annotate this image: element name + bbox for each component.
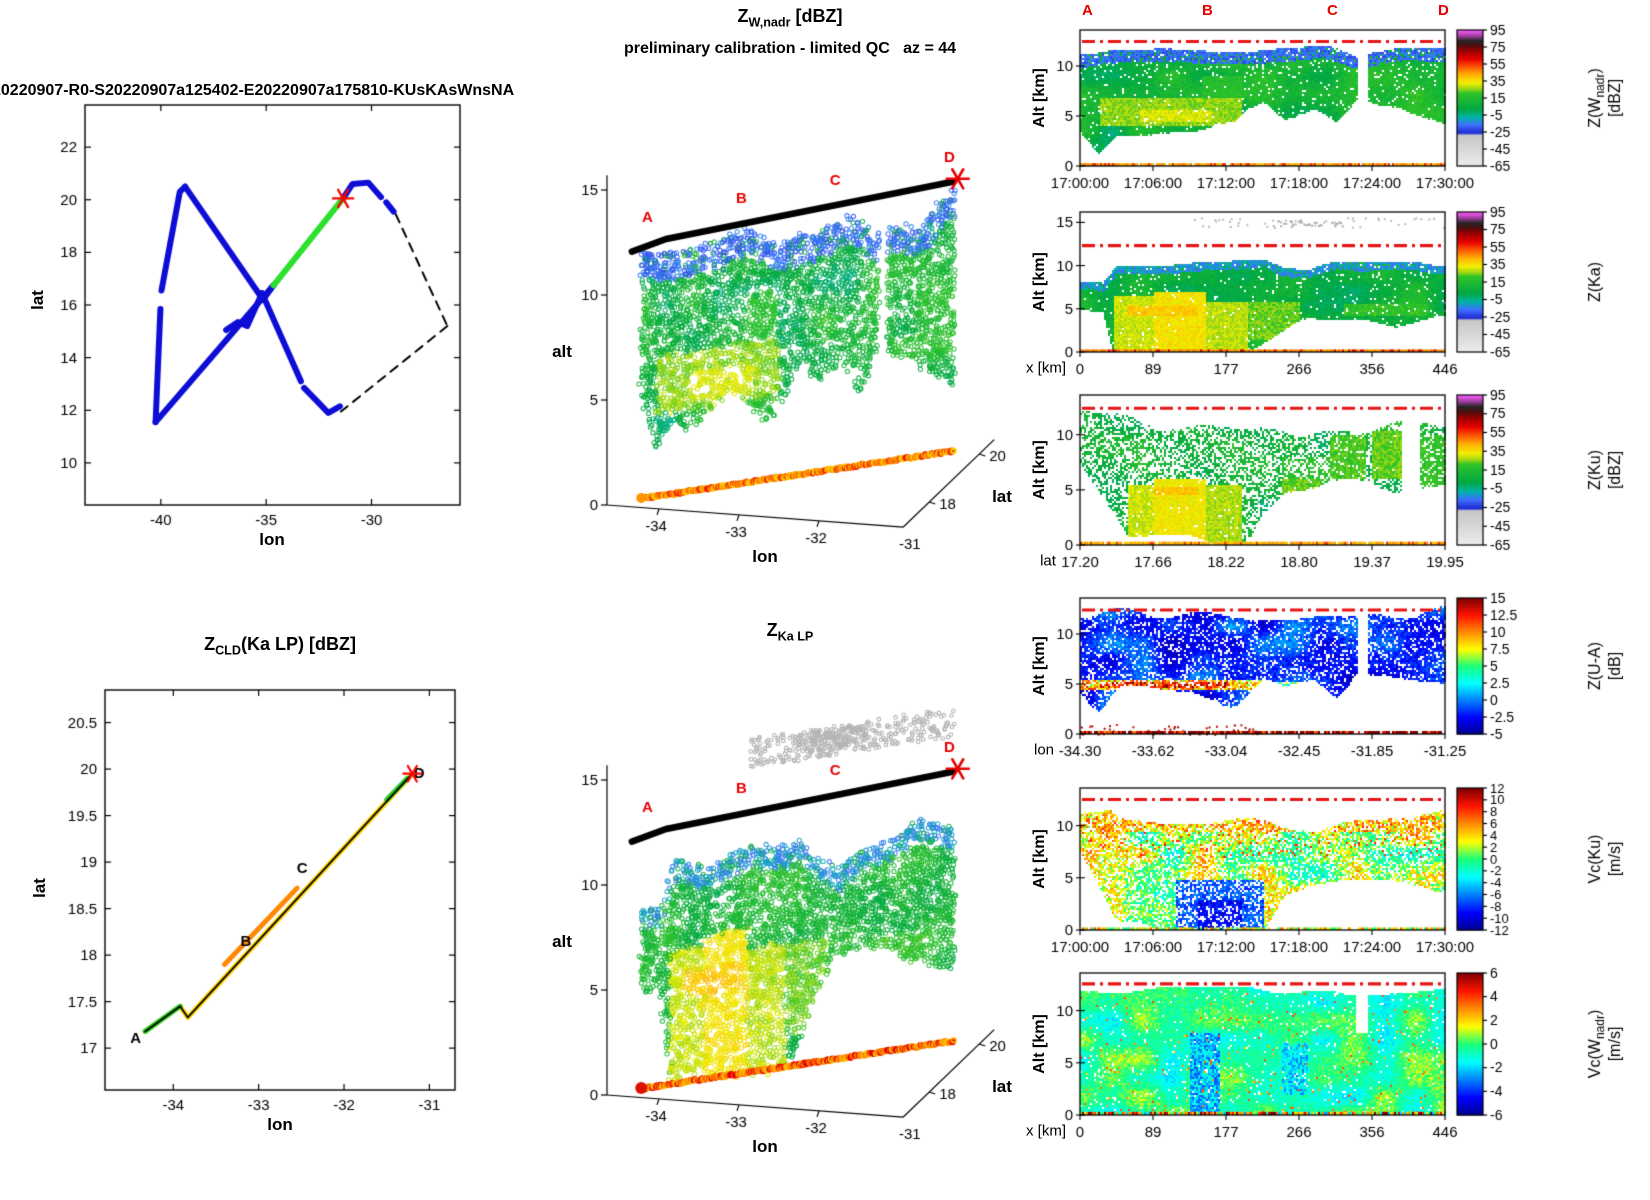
z-ka-3d-scatter-plot: [555, 655, 1025, 1185]
top3d-subtitle: preliminary calibration - limited QC az …: [623, 40, 957, 57]
z-w-3d-scatter-plot: [555, 65, 1025, 595]
curtain3-xprefix: lon: [1033, 741, 1055, 759]
top3d-alt-label: alt: [552, 342, 572, 361]
curtain-vc-w: [1020, 961, 1650, 1167]
curtain0-ylabel: Alt [km]: [1031, 68, 1048, 128]
top3d-lon-label: lon: [752, 547, 778, 566]
curtain5-ylabel: Alt [km]: [1031, 1014, 1048, 1074]
curtain-z-ku: [1020, 383, 1650, 598]
track-xlabel: lon: [259, 530, 285, 549]
curtain-letter-d: D: [1438, 2, 1449, 19]
curtain1-ylabel: Alt [km]: [1031, 252, 1048, 312]
flight-track-plot: [0, 0, 520, 570]
zcld-plot: [0, 600, 520, 1160]
curtain1-xprefix: x [km]: [1026, 359, 1066, 377]
bot3d-title: ZKa LP: [766, 620, 814, 644]
curtain3-ylabel: Alt [km]: [1031, 636, 1048, 696]
zcld-ylabel: lat: [30, 878, 49, 898]
curtain2-xprefix: lat: [1040, 552, 1056, 570]
curtain4-ylabel: Alt [km]: [1031, 829, 1048, 889]
curtain-letter-c: C: [1327, 2, 1338, 19]
curtain-z-ua: [1020, 586, 1650, 786]
curtain-vc-ku: [1020, 776, 1650, 982]
bot3d-lat-label: lat: [992, 1077, 1012, 1096]
curtain-letter-b: B: [1202, 2, 1213, 19]
curtain5-xprefix: x [km]: [1026, 1122, 1066, 1140]
bot3d-alt-label: alt: [552, 932, 572, 951]
curtain2-ylabel: Alt [km]: [1031, 440, 1048, 500]
top3d-title: ZW,nadr [dBZ]: [737, 6, 843, 30]
track-ylabel: lat: [28, 290, 47, 310]
curtain-z-w: [1020, 18, 1650, 218]
bot3d-lon-label: lon: [752, 1137, 778, 1156]
curtain-letter-a: A: [1082, 2, 1093, 19]
top3d-lat-label: lat: [992, 487, 1012, 506]
curtain-z-ka: [1020, 200, 1650, 405]
zcld-xlabel: lon: [267, 1115, 293, 1134]
